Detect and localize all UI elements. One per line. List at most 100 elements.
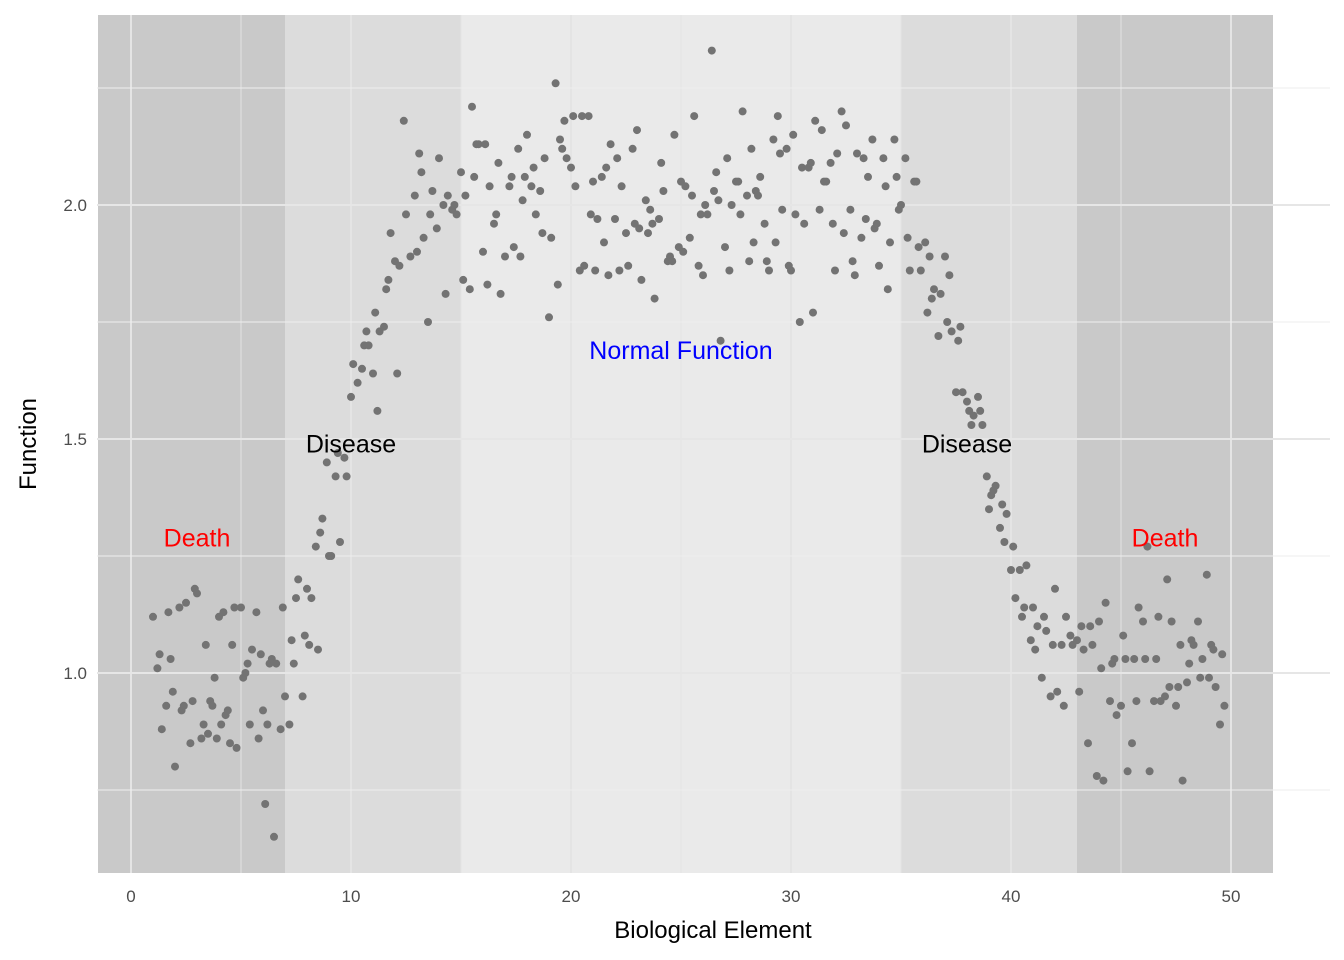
data-point xyxy=(1029,603,1037,612)
data-point xyxy=(628,144,637,153)
data-point xyxy=(1073,636,1081,645)
data-point xyxy=(149,612,157,621)
data-point xyxy=(1198,655,1207,663)
region-band-4 xyxy=(901,15,1077,873)
data-point xyxy=(846,205,855,214)
data-point xyxy=(943,318,952,326)
data-point xyxy=(606,140,615,149)
data-point xyxy=(996,523,1004,532)
data-point xyxy=(490,219,498,228)
data-point xyxy=(903,233,912,242)
y-tick-label: 2.0 xyxy=(63,196,87,215)
data-point xyxy=(1095,617,1103,626)
data-point xyxy=(991,481,1000,490)
data-point xyxy=(470,172,479,181)
data-point xyxy=(459,275,468,284)
data-point xyxy=(1075,687,1084,696)
data-point xyxy=(496,289,505,298)
data-point xyxy=(516,252,525,261)
data-point xyxy=(210,673,219,682)
data-point xyxy=(815,205,824,214)
data-point xyxy=(540,154,549,163)
data-point xyxy=(703,210,712,219)
data-point xyxy=(558,144,567,153)
data-point xyxy=(1079,645,1088,654)
data-point xyxy=(809,308,817,317)
data-point xyxy=(927,294,936,303)
data-point xyxy=(415,149,424,158)
data-point xyxy=(806,158,815,167)
data-point xyxy=(395,261,404,270)
data-point xyxy=(1033,622,1042,631)
data-point xyxy=(1110,655,1119,663)
data-point xyxy=(509,243,518,252)
data-point xyxy=(622,229,630,238)
data-point xyxy=(182,598,190,607)
data-point xyxy=(281,692,289,701)
data-point xyxy=(668,257,677,266)
data-point xyxy=(769,135,778,144)
data-point xyxy=(945,271,954,280)
data-point xyxy=(1194,617,1202,626)
data-point xyxy=(384,275,393,284)
data-point xyxy=(254,734,263,743)
data-point xyxy=(1099,776,1108,785)
data-point xyxy=(947,327,956,336)
data-point xyxy=(219,608,228,617)
data-point xyxy=(531,210,540,219)
data-point xyxy=(369,369,377,378)
x-axis-ticks: 0 10 20 30 40 50 xyxy=(126,887,1240,906)
data-point xyxy=(952,388,960,397)
data-point xyxy=(617,182,626,191)
data-point xyxy=(1202,570,1211,579)
data-point xyxy=(646,205,655,214)
data-point xyxy=(613,154,622,163)
data-point xyxy=(1165,683,1174,691)
data-point xyxy=(1178,776,1187,785)
data-point xyxy=(681,182,690,191)
data-point xyxy=(641,196,650,205)
x-tick-label: 0 xyxy=(126,887,135,906)
data-point xyxy=(826,158,835,167)
data-point xyxy=(1141,655,1150,663)
x-axis-title: Biological Element xyxy=(614,917,812,944)
data-point xyxy=(842,121,850,130)
data-point xyxy=(311,542,320,551)
data-point xyxy=(868,135,877,144)
data-point xyxy=(912,177,921,186)
data-point xyxy=(1059,701,1068,710)
data-point xyxy=(347,392,355,401)
data-point xyxy=(494,158,503,167)
data-point xyxy=(600,238,608,247)
data-point xyxy=(186,739,195,748)
data-point xyxy=(439,201,448,209)
data-point xyxy=(789,130,798,139)
data-point xyxy=(155,650,164,659)
data-point xyxy=(232,743,241,752)
data-point xyxy=(527,182,536,191)
data-point xyxy=(305,640,314,649)
data-point xyxy=(1220,701,1229,710)
data-point xyxy=(833,149,842,158)
data-point xyxy=(1163,575,1172,584)
x-tick-label: 50 xyxy=(1222,887,1241,906)
data-point xyxy=(872,219,881,228)
data-point xyxy=(1128,739,1136,748)
data-point xyxy=(1211,683,1220,691)
data-point xyxy=(285,720,294,729)
data-point xyxy=(685,233,694,242)
data-point xyxy=(659,187,668,195)
data-point xyxy=(756,172,765,181)
data-point xyxy=(212,734,221,743)
region-band-5 xyxy=(1077,15,1273,873)
data-point xyxy=(963,397,971,406)
data-point xyxy=(791,210,800,219)
data-point xyxy=(514,144,523,153)
data-point xyxy=(690,112,699,121)
data-point xyxy=(441,289,450,298)
data-point xyxy=(811,116,820,125)
data-point xyxy=(859,154,868,163)
data-point xyxy=(276,725,285,734)
data-point xyxy=(837,107,846,116)
data-point xyxy=(162,701,171,710)
